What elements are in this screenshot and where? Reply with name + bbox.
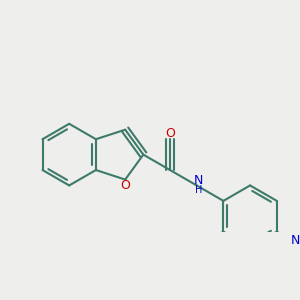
Text: N: N (291, 234, 300, 248)
Text: H: H (195, 185, 202, 195)
Text: O: O (120, 178, 130, 192)
Text: O: O (165, 127, 175, 140)
Text: N: N (194, 174, 203, 187)
